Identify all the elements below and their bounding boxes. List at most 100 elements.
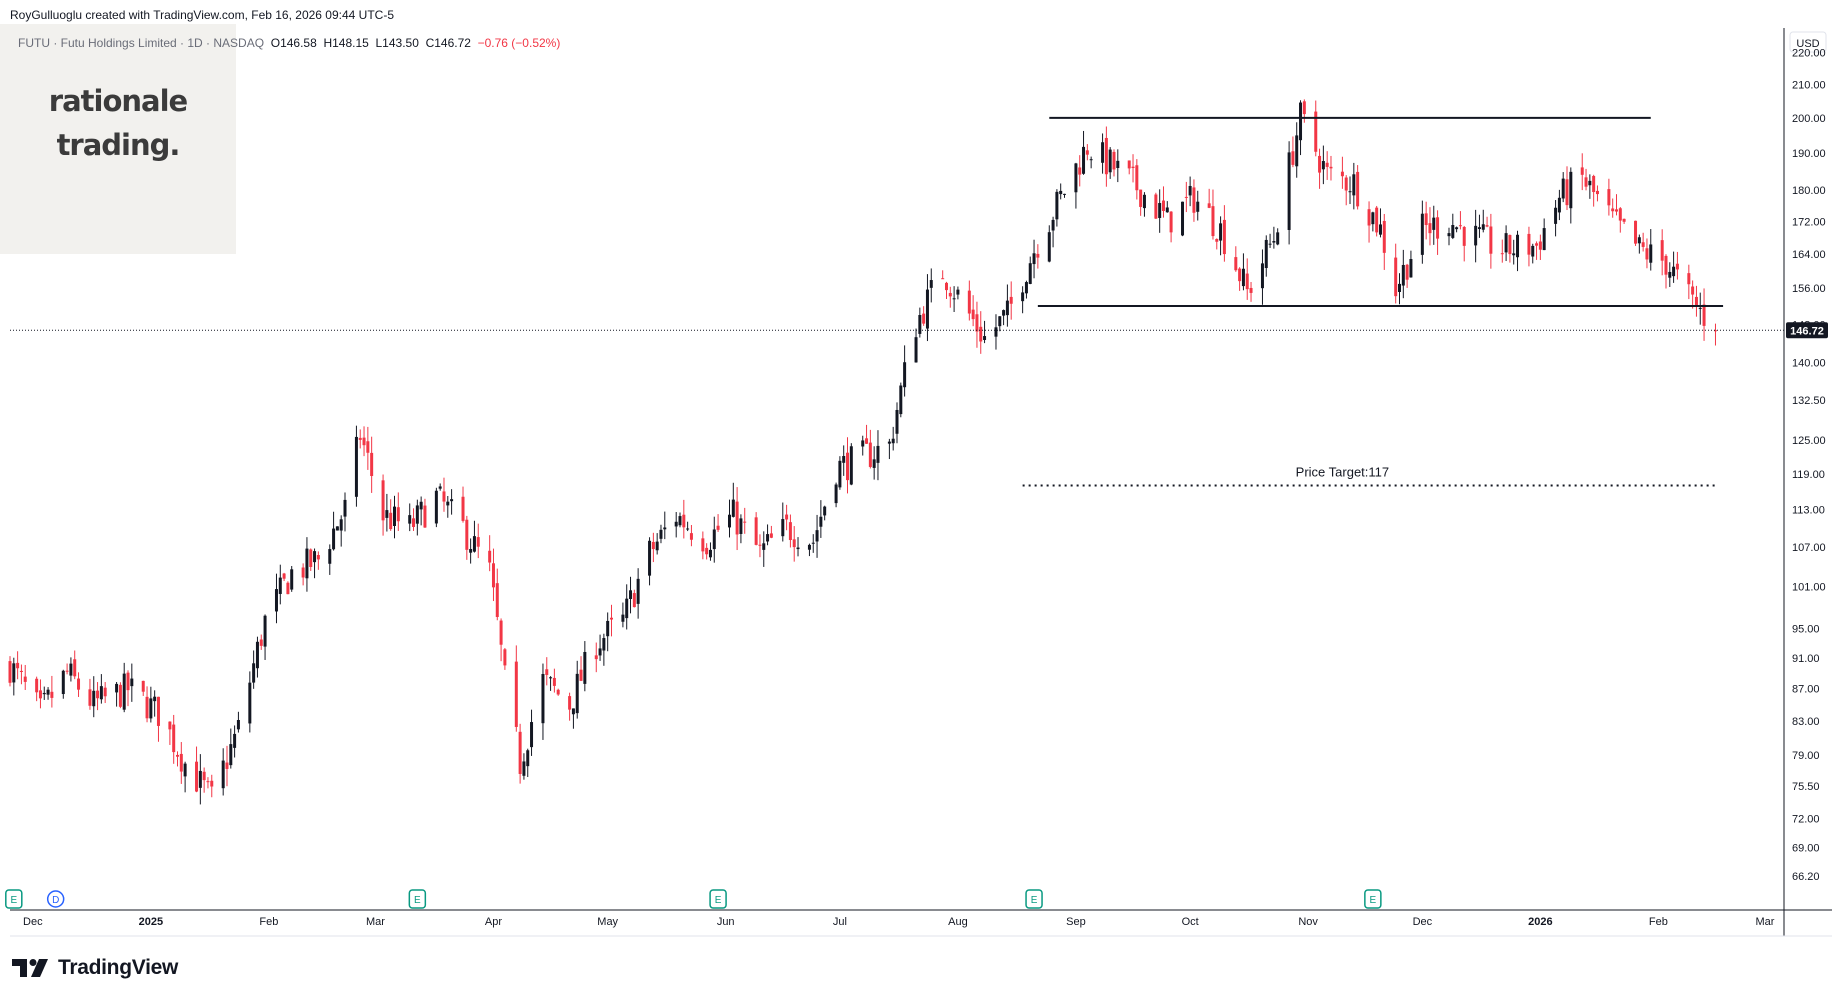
earnings-marker-icon[interactable]	[1025, 889, 1043, 909]
time-tick-label: Feb	[1649, 916, 1668, 928]
candle-body	[1260, 263, 1264, 289]
candle-body	[1063, 193, 1067, 195]
candle-body	[1329, 166, 1333, 169]
price-tick-label: 140.00	[1792, 357, 1826, 369]
candle-body	[488, 550, 492, 563]
price-tick-label: 125.00	[1792, 435, 1826, 447]
candle-body	[278, 577, 282, 594]
candle-body	[549, 677, 553, 679]
candle-body	[1595, 190, 1599, 195]
candle-body	[461, 496, 465, 521]
candle-body	[1451, 225, 1455, 238]
candle-body	[389, 512, 393, 530]
candle-body	[1047, 232, 1051, 262]
candle-body	[807, 544, 811, 550]
candle-body	[1512, 253, 1516, 256]
candle-body	[1028, 263, 1032, 284]
candle-body	[92, 690, 96, 707]
candle-body	[861, 440, 865, 447]
candle-body	[1641, 242, 1645, 247]
legend-close: C146.72	[425, 36, 471, 50]
candle-body	[792, 539, 796, 548]
price-tick-label: 156.00	[1792, 283, 1826, 295]
candle-body	[366, 441, 370, 453]
symbol-name[interactable]: FUTU · Futu Holdings Limited · 1D · NASD…	[18, 36, 265, 50]
candle-body	[1504, 233, 1508, 253]
candle-body	[1424, 213, 1428, 226]
candle-body	[979, 326, 983, 342]
candle-body	[682, 514, 686, 528]
candle-body	[248, 682, 252, 724]
symbol-legend: FUTU · Futu Holdings Limited · 1D · NASD…	[18, 36, 560, 50]
candle-body	[1181, 201, 1185, 236]
earnings-marker-icon[interactable]	[709, 889, 727, 909]
candle-body	[77, 678, 81, 690]
last-price-label: 146.72	[1790, 325, 1824, 337]
candle-body	[1455, 227, 1459, 230]
candle-body	[583, 651, 587, 684]
candle-body	[1295, 135, 1299, 167]
candle-body	[899, 385, 903, 415]
candle-body	[1024, 282, 1028, 294]
candle-body	[1184, 196, 1188, 198]
candle-body	[153, 696, 157, 702]
candle-body	[1554, 207, 1558, 224]
candle-body	[1531, 245, 1535, 257]
candle-body	[903, 362, 907, 388]
price-tick-label: 66.20	[1792, 871, 1820, 883]
currency-box[interactable]	[1789, 31, 1827, 53]
candle-body	[518, 731, 522, 774]
candle-body	[122, 673, 126, 710]
dividend-marker-icon[interactable]	[46, 890, 65, 908]
candle-body	[313, 551, 317, 563]
candle-body	[290, 569, 294, 590]
candle-body	[1211, 206, 1215, 237]
candle-body	[849, 446, 853, 485]
candle-body	[210, 780, 214, 787]
candle-body	[438, 486, 442, 489]
candle-body	[1420, 213, 1424, 255]
candle-body	[16, 662, 20, 669]
candle-body	[301, 567, 305, 578]
candle-body	[1634, 220, 1638, 244]
earnings-marker-label: E	[10, 895, 17, 906]
time-tick-label: Dec	[1413, 916, 1433, 928]
watermark-line-2: trading.	[56, 128, 181, 162]
candle-body	[42, 692, 46, 695]
candle-body	[785, 514, 789, 520]
candle-body	[1348, 191, 1352, 193]
earnings-marker-icon[interactable]	[408, 889, 427, 909]
candle-body	[1675, 263, 1679, 270]
candle-body	[514, 661, 518, 727]
tradingview-footer[interactable]: TradingView	[12, 956, 178, 980]
price-tick-label: 87.00	[1792, 684, 1820, 696]
earnings-marker-icon[interactable]	[1364, 889, 1382, 909]
candle-body	[545, 669, 549, 675]
legend-low: L143.50	[375, 36, 419, 50]
candle-body	[705, 547, 709, 555]
candle-body	[1580, 167, 1584, 175]
candle-body	[1398, 283, 1402, 292]
price-tick-label: 200.00	[1792, 113, 1826, 125]
candle-body	[971, 309, 975, 320]
candle-body	[575, 673, 579, 714]
candle-body	[252, 663, 256, 683]
candle-body	[1005, 300, 1009, 316]
candle-body	[766, 534, 770, 542]
candle-body	[255, 641, 259, 669]
candle-body	[1584, 177, 1588, 187]
candle-body	[19, 670, 23, 673]
candle-body	[1611, 208, 1615, 212]
candle-body	[1238, 268, 1242, 282]
earnings-marker-icon[interactable]	[5, 889, 23, 909]
candle-body	[1637, 237, 1641, 244]
candle-body	[701, 538, 705, 552]
candle-body	[206, 781, 210, 783]
price-tick-label: 172.00	[1792, 216, 1826, 228]
candle-body	[846, 452, 850, 481]
chart-attribution: RoyGulluoglu created with TradingView.co…	[10, 8, 394, 22]
candle-body	[1165, 207, 1169, 213]
candle-body	[530, 722, 534, 748]
candle-body	[156, 696, 160, 726]
